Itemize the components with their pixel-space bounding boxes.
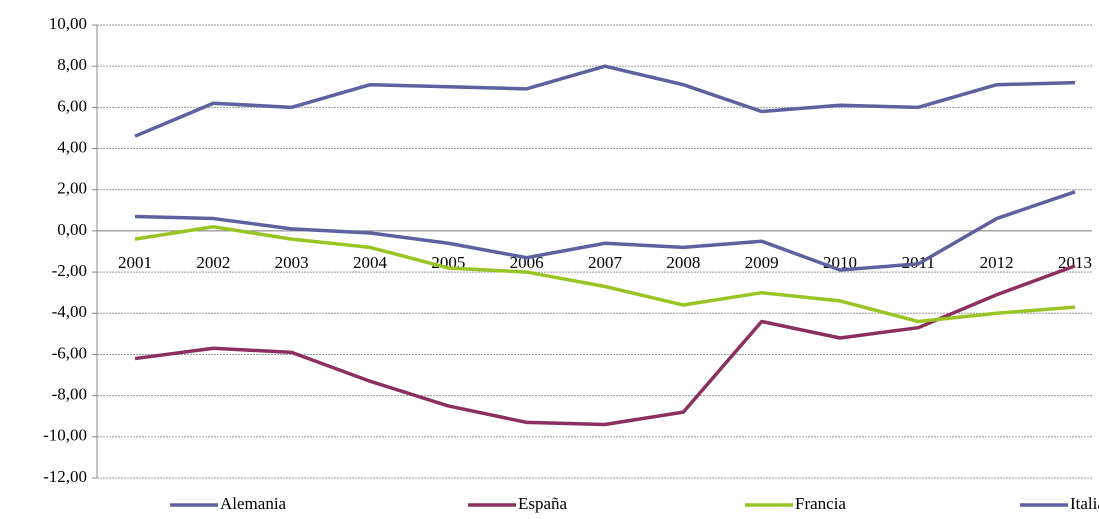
series-line (134, 264, 1076, 427)
y-tick-label: -12,00 (43, 467, 87, 486)
y-tick-label: -4,00 (52, 302, 87, 321)
x-tick-label: 2004 (353, 253, 388, 272)
series-line (134, 190, 1076, 272)
y-tick-label: -10,00 (43, 426, 87, 445)
x-tick-label: 2013 (1058, 253, 1092, 272)
legend-label: Francia (795, 494, 846, 513)
y-tick-label: 10,00 (49, 14, 87, 33)
y-tick-label: 2,00 (57, 179, 87, 198)
series-line (134, 225, 1076, 324)
y-tick-label: -2,00 (52, 261, 87, 280)
y-tick-label: 0,00 (57, 220, 87, 239)
x-tick-label: 2007 (588, 253, 623, 272)
x-tick-label: 2009 (745, 253, 779, 272)
y-tick-label: 6,00 (57, 96, 87, 115)
x-tick-label: 2012 (980, 253, 1014, 272)
series-line (134, 64, 1076, 138)
legend-label: España (518, 494, 568, 513)
legend-label: Alemania (220, 494, 287, 513)
x-tick-label: 2002 (196, 253, 230, 272)
x-tick-label: 2003 (275, 253, 309, 272)
x-tick-label: 2008 (666, 253, 700, 272)
x-tick-label: 2001 (118, 253, 152, 272)
y-tick-label: 8,00 (57, 55, 87, 74)
legend-label: Italia (1070, 494, 1099, 513)
y-tick-label: -8,00 (52, 385, 87, 404)
y-tick-label: -6,00 (52, 343, 87, 362)
y-tick-label: 4,00 (57, 137, 87, 156)
